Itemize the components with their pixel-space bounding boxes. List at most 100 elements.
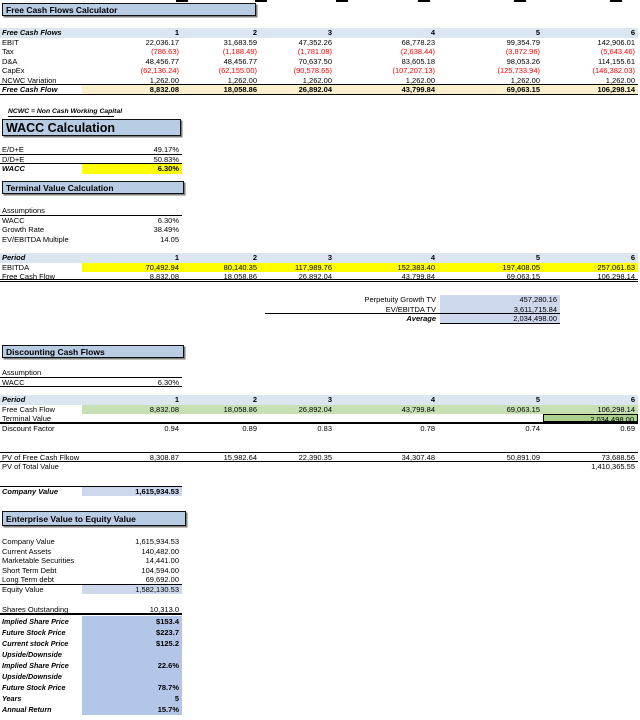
value-cell[interactable]: (62,136.24) xyxy=(140,66,179,75)
value-cell[interactable]: 78.7% xyxy=(82,682,182,693)
value-cell[interactable]: $125.2 xyxy=(82,638,182,649)
value-cell[interactable]: 18,058.86 xyxy=(182,85,260,94)
value-cell[interactable]: (2,638.44) xyxy=(400,47,435,56)
value-cell[interactable]: 10,313.0 xyxy=(149,605,179,613)
value-cell[interactable]: 73,688.56 xyxy=(601,453,635,461)
value-cell[interactable]: 3 xyxy=(327,253,332,262)
value-cell[interactable]: 1,262.00 xyxy=(227,75,257,85)
value-cell[interactable]: 6 xyxy=(630,395,635,404)
value-cell[interactable]: 1,262.00 xyxy=(149,75,179,85)
value-cell[interactable]: 43,799.84 xyxy=(401,272,435,279)
value-cell[interactable] xyxy=(82,671,182,682)
value-cell[interactable]: 6.30% xyxy=(82,164,182,174)
value-cell[interactable]: 43,799.84 xyxy=(335,85,438,94)
value-cell[interactable]: 18,058.86 xyxy=(223,272,257,279)
value-cell[interactable]: 5 xyxy=(535,395,540,404)
value-cell[interactable]: 43,799.84 xyxy=(335,404,438,414)
row-label-cell[interactable]: Long Term debt xyxy=(2,575,54,584)
value-cell[interactable]: (1,781.08) xyxy=(297,47,332,56)
value-cell[interactable]: 5 xyxy=(82,693,182,704)
row-label-cell[interactable]: WACC xyxy=(2,215,25,225)
row-label-cell[interactable]: Current stock Price xyxy=(2,639,69,648)
value-cell[interactable]: 2 xyxy=(252,28,257,37)
value-cell[interactable]: 6.30% xyxy=(157,377,179,387)
value-cell[interactable]: $153.4 xyxy=(82,616,182,627)
row-label-cell[interactable]: Free Cash Flow xyxy=(2,404,55,414)
value-cell[interactable]: 5 xyxy=(535,253,540,262)
value-cell[interactable]: 70,492.94 xyxy=(82,262,182,272)
row-label-cell[interactable]: Period xyxy=(2,395,26,404)
value-cell[interactable]: 8,308.87 xyxy=(149,453,179,461)
value-cell[interactable]: 26,892.04 xyxy=(260,404,335,414)
value-cell[interactable]: 15,982.64 xyxy=(223,453,257,461)
value-cell[interactable]: 48,456.77 xyxy=(145,56,179,66)
value-cell[interactable]: 6 xyxy=(630,253,635,262)
value-cell[interactable] xyxy=(438,462,543,472)
value-cell[interactable]: 0.74 xyxy=(525,423,540,433)
value-cell[interactable]: 15.7% xyxy=(82,704,182,715)
value-cell[interactable]: 14.05 xyxy=(160,234,179,244)
value-cell[interactable]: 2,034,498.00 xyxy=(543,414,638,422)
value-cell[interactable]: 99,354.79 xyxy=(506,37,540,47)
value-cell[interactable]: 3,611,715.84 xyxy=(440,304,560,313)
value-cell[interactable]: (107,207.13) xyxy=(392,66,435,75)
value-cell[interactable]: 1 xyxy=(174,395,179,404)
row-label-cell[interactable]: WACC xyxy=(2,164,25,173)
value-cell[interactable]: 1,262.00 xyxy=(605,75,635,85)
row-label-cell[interactable]: Free Cash Flow xyxy=(2,85,58,94)
value-cell[interactable]: (786.63) xyxy=(151,47,179,56)
value-cell[interactable]: 106,298.14 xyxy=(543,404,638,414)
value-cell[interactable]: 0.83 xyxy=(317,423,332,433)
row-label-cell[interactable]: Implied Share Price xyxy=(2,661,69,670)
row-label-cell[interactable]: Discount Factor xyxy=(2,423,55,433)
value-cell[interactable]: 49.17% xyxy=(153,145,179,154)
row-label-cell[interactable]: Current Assets xyxy=(2,546,52,556)
row-label-cell[interactable]: EV/EBITDA Multiple xyxy=(2,234,69,244)
value-cell[interactable]: 26,892.04 xyxy=(298,272,332,279)
value-cell[interactable] xyxy=(182,414,260,422)
value-cell[interactable]: 31,683.59 xyxy=(223,37,257,47)
value-cell[interactable]: 22.6% xyxy=(82,660,182,671)
value-cell[interactable]: 142,906.01 xyxy=(597,37,635,47)
value-cell[interactable]: 14,441.00 xyxy=(145,556,179,565)
value-cell[interactable]: 3 xyxy=(327,28,332,37)
row-label-cell[interactable]: Equity Value xyxy=(2,584,44,594)
row-label-cell[interactable]: CapEx xyxy=(2,66,25,75)
value-cell[interactable]: (125,733.94) xyxy=(497,66,540,75)
value-cell[interactable]: (3,872.96) xyxy=(505,47,540,56)
value-cell[interactable]: 0.78 xyxy=(420,423,435,433)
value-cell[interactable]: 114,155.61 xyxy=(598,56,635,66)
value-cell[interactable]: (146,382.03) xyxy=(592,66,635,75)
value-cell[interactable]: 140,482.00 xyxy=(141,546,179,556)
value-cell[interactable]: 26,892.04 xyxy=(260,85,335,94)
value-cell[interactable]: 2 xyxy=(252,253,257,262)
value-cell[interactable]: 80,140.35 xyxy=(182,262,260,272)
value-cell[interactable]: 1,615,934.53 xyxy=(82,487,182,496)
value-cell[interactable] xyxy=(438,414,543,422)
value-cell[interactable] xyxy=(260,462,335,472)
row-label-cell[interactable]: Upside/Downside xyxy=(2,672,62,681)
row-label-cell[interactable]: PV of Total Value xyxy=(2,461,59,471)
row-label-cell[interactable]: Implied Share Price xyxy=(2,617,69,626)
value-cell[interactable]: 2,034,498.00 xyxy=(440,314,560,324)
value-cell[interactable] xyxy=(260,414,335,422)
row-label-cell[interactable]: Free Cash Flows xyxy=(2,28,62,37)
value-cell[interactable]: 6 xyxy=(630,28,635,37)
value-cell[interactable]: (5,643.46) xyxy=(600,47,635,56)
row-label-cell[interactable]: EBIT xyxy=(2,37,19,47)
value-cell[interactable]: 1 xyxy=(174,28,179,37)
value-cell[interactable] xyxy=(82,462,182,472)
value-cell[interactable] xyxy=(335,462,438,472)
row-label-cell[interactable]: D&A xyxy=(2,56,18,66)
value-cell[interactable]: 22,036.17 xyxy=(145,37,179,47)
row-label-cell[interactable]: Marketable Securities xyxy=(2,556,75,565)
value-cell[interactable]: 106,298.14 xyxy=(597,272,635,279)
value-cell[interactable]: (62,155.00) xyxy=(218,66,257,75)
row-label-cell[interactable]: Free Cash Flow xyxy=(2,272,55,279)
value-cell[interactable]: 98,053.26 xyxy=(506,56,540,66)
value-cell[interactable]: 1,262.00 xyxy=(510,75,540,85)
row-label-cell[interactable]: WACC xyxy=(2,377,25,387)
value-cell[interactable]: 197,408.05 xyxy=(438,262,543,272)
value-cell[interactable]: 117,989.76 xyxy=(260,262,335,272)
value-cell[interactable]: 1,262.00 xyxy=(405,75,435,85)
